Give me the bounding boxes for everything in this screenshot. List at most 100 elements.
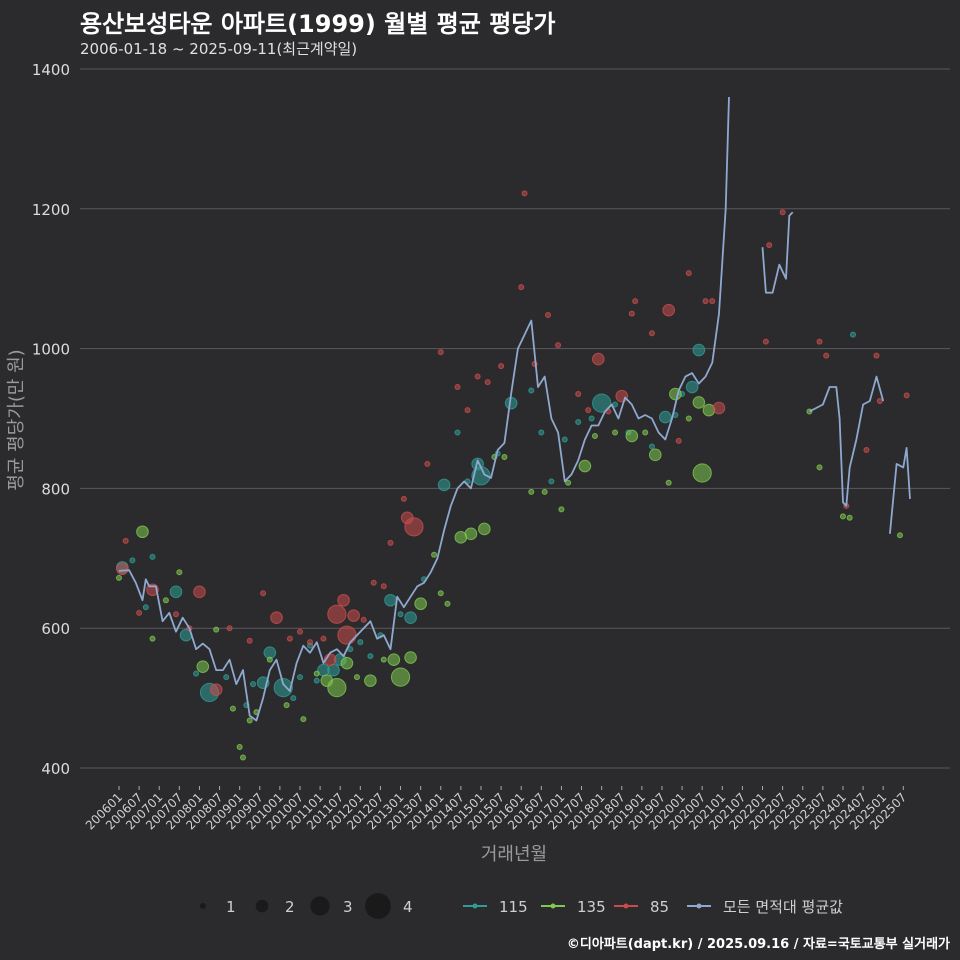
legend: 1 2 3 4 115 135 85 모든 면적대 평균값 [200,893,843,919]
point-85 [246,637,253,644]
legend-swatch-dot [623,903,629,909]
point-85 [762,338,769,345]
x-axis-label: 거래년월 [481,844,547,865]
y-tick-label: 1400 [32,61,70,79]
point-115 [193,670,200,677]
point-135 [404,651,417,664]
point-85 [360,616,367,623]
point-115 [223,674,230,681]
point-135 [380,656,387,663]
point-135 [266,656,273,663]
point-85 [327,604,347,624]
point-135 [213,626,220,633]
point-85 [585,407,592,414]
point-135 [327,678,347,698]
point-115 [169,585,183,599]
point-85 [307,639,314,646]
point-135 [702,403,716,417]
point-115 [397,611,404,618]
point-115 [692,343,706,357]
point-85 [555,342,562,349]
point-85 [591,352,605,366]
point-115 [538,429,545,436]
point-135 [300,716,307,723]
point-135 [390,667,411,687]
legend-swatch-dot [696,903,702,909]
average-line [118,96,911,722]
y-axis-label: 평균 평당가(만 원) [6,349,27,490]
point-115 [850,331,857,338]
point-85 [575,391,582,398]
point-135 [501,453,508,460]
point-115 [142,604,149,611]
point-85 [209,683,223,697]
point-85 [766,242,773,249]
point-115 [404,611,417,625]
point-85 [662,303,675,317]
point-85 [424,460,431,467]
point-85 [337,625,357,645]
point-135 [846,514,853,521]
point-135 [591,432,598,439]
point-135 [816,464,823,471]
point-85 [454,384,461,391]
point-85 [337,593,350,607]
point-115 [588,415,595,422]
grid-lines [80,68,950,769]
legend-swatch-dot [550,903,556,909]
point-115 [384,593,397,607]
point-85 [260,590,267,597]
y-tick-label: 400 [41,760,70,778]
point-115 [357,639,364,646]
point-85 [876,398,883,405]
point-135 [625,429,639,443]
y-tick-label: 1000 [32,341,70,359]
point-135 [364,674,377,687]
point-85 [193,585,206,599]
point-135 [565,479,572,486]
size-legend-label: 3 [343,898,353,916]
scatter-points [116,190,910,761]
chart-subtitle: 2006-01-18 ~ 2025-09-11(최근계약일) [80,40,358,58]
point-85 [518,284,525,291]
point-115 [454,429,461,436]
point-85 [172,611,179,618]
point-135 [162,597,169,604]
average-line-segment [118,96,730,722]
point-115 [273,678,293,698]
point-135 [612,429,619,436]
point-135 [116,574,122,581]
point-85 [404,517,424,537]
point-135 [353,674,360,681]
point-85 [816,338,823,345]
legend-swatch-dot [472,903,478,909]
point-85 [116,562,129,576]
point-85 [685,270,692,277]
point-135 [692,396,706,409]
point-85 [484,379,491,386]
point-135 [839,513,846,520]
point-85 [498,363,505,370]
point-85 [632,298,639,305]
legend-label: 115 [499,898,528,916]
point-85 [136,609,143,616]
size-legend-label: 1 [226,898,236,916]
size-legend-label: 2 [285,898,295,916]
point-135 [665,479,672,486]
size-legend-dot [365,893,391,919]
point-85 [296,628,303,635]
point-115 [149,553,156,560]
average-line-segment [889,446,911,534]
point-85 [387,539,394,546]
legend-label: 85 [650,898,669,916]
point-135 [236,744,243,751]
point-135 [444,600,451,607]
point-115 [548,478,555,485]
legend-label: 모든 면적대 평균값 [723,898,843,916]
point-115 [437,478,451,492]
point-115 [290,695,297,702]
point-115 [327,663,340,677]
point-85 [400,495,407,502]
point-135 [437,590,444,597]
